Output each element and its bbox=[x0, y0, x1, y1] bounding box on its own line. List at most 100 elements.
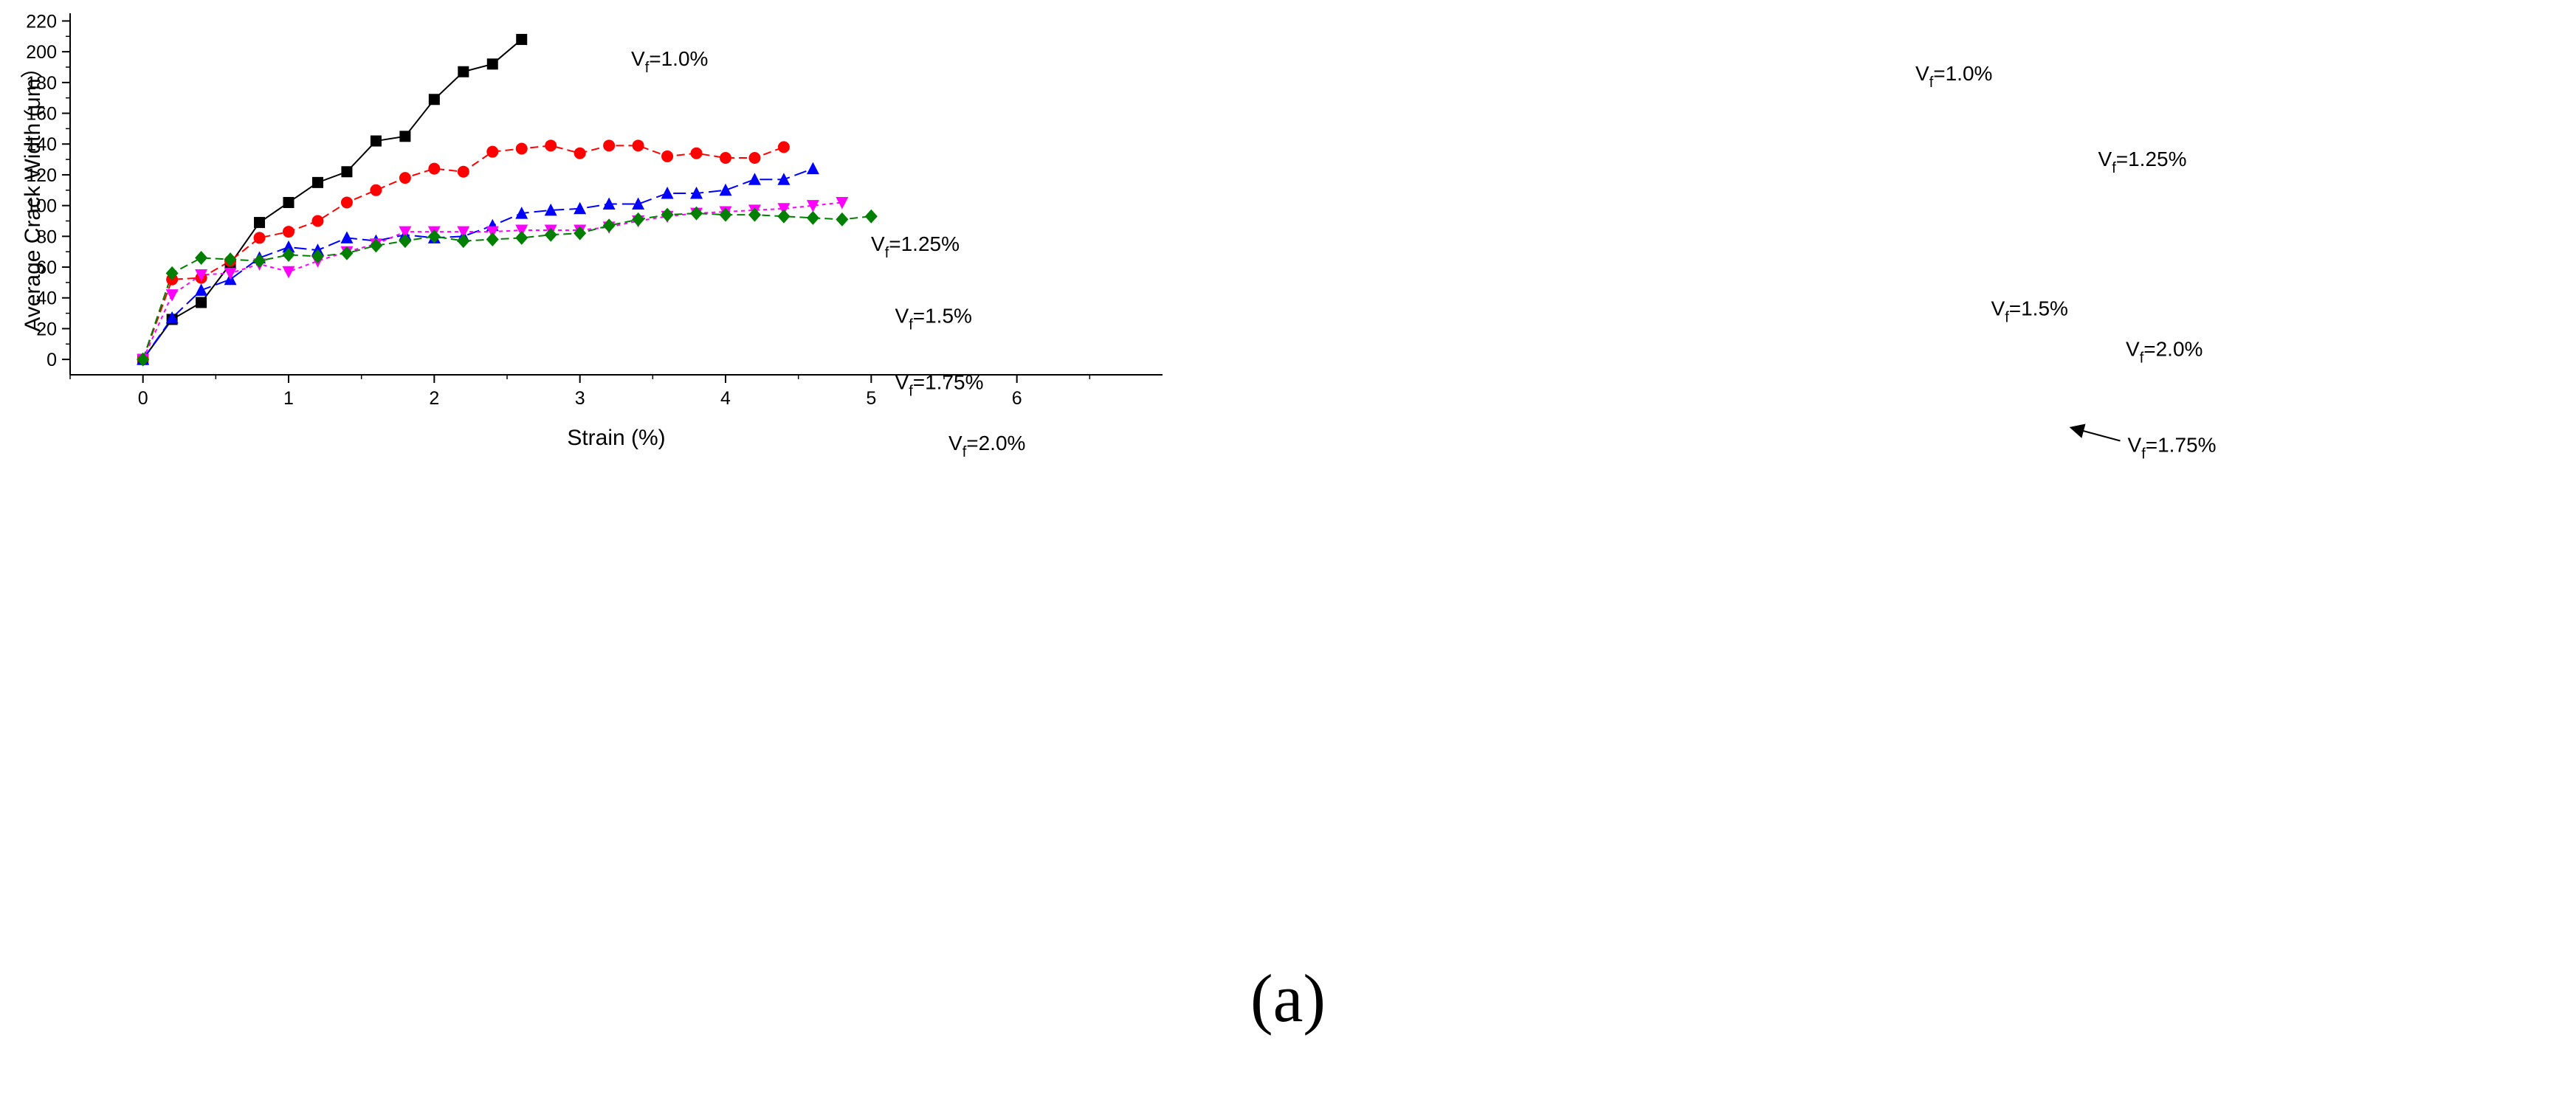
series-label-vf-1-25: Vf=1.25% bbox=[2098, 148, 2187, 176]
data-point-vf-1-25 bbox=[253, 232, 266, 244]
data-point-vf-1-5 bbox=[777, 173, 791, 185]
data-point-vf-1-0 bbox=[370, 135, 382, 147]
y-tick-label: 220 bbox=[26, 11, 57, 32]
data-point-vf-1-25 bbox=[777, 141, 790, 153]
series-label-vf-2-0: Vf=2.0% bbox=[948, 432, 1025, 460]
x-tick-label: 2 bbox=[429, 388, 439, 409]
data-point-vf-2-0 bbox=[806, 210, 819, 225]
series-line-vf-1-0 bbox=[142, 38, 523, 360]
data-point-vf-1-0 bbox=[196, 297, 207, 308]
data-point-vf-1-0 bbox=[341, 166, 353, 178]
data-point-vf-1-0 bbox=[486, 58, 498, 70]
data-point-vf-1-25 bbox=[340, 196, 353, 209]
data-point-vf-1-25 bbox=[399, 172, 411, 184]
data-point-vf-1-75 bbox=[457, 226, 470, 239]
data-point-vf-1-25 bbox=[283, 226, 295, 238]
y-tick-label: 200 bbox=[26, 42, 57, 63]
data-point-vf-1-0 bbox=[516, 33, 528, 45]
data-point-vf-2-0 bbox=[690, 206, 703, 221]
data-point-vf-2-0 bbox=[282, 247, 295, 262]
data-point-vf-1-25 bbox=[370, 184, 382, 196]
y-tick-label: 20 bbox=[36, 319, 57, 339]
data-point-vf-1-5 bbox=[602, 197, 616, 210]
data-point-vf-2-0 bbox=[748, 207, 761, 222]
data-point-vf-1-25 bbox=[486, 145, 499, 158]
x-tick-label: 3 bbox=[575, 388, 585, 409]
data-point-vf-1-75 bbox=[486, 226, 499, 239]
data-point-vf-1-75 bbox=[836, 196, 849, 210]
data-point-vf-1-75 bbox=[224, 267, 237, 280]
figure-caption: (a) bbox=[1250, 961, 1326, 1036]
data-point-vf-1-75 bbox=[515, 224, 528, 237]
data-point-vf-1-0 bbox=[428, 94, 440, 106]
x-axis-title: Strain (%) bbox=[567, 426, 665, 450]
data-point-vf-1-25 bbox=[428, 162, 441, 175]
data-point-vf-1-25 bbox=[603, 139, 616, 152]
data-point-vf-1-5 bbox=[719, 183, 732, 196]
data-point-vf-1-0 bbox=[458, 66, 469, 77]
data-point-vf-2-0 bbox=[340, 246, 354, 260]
data-point-vf-2-0 bbox=[661, 207, 674, 222]
data-point-vf-2-0 bbox=[777, 209, 791, 224]
data-point-vf-2-0 bbox=[311, 249, 324, 263]
data-point-vf-1-5 bbox=[340, 231, 354, 243]
data-point-vf-1-0 bbox=[254, 217, 266, 229]
series-label-vf-2-0: Vf=2.0% bbox=[2126, 338, 2203, 367]
maximum-crack-width-chart: 040801201602002402803203604000123456Stra… bbox=[1915, 62, 2217, 463]
y-tick-label: 180 bbox=[26, 73, 57, 94]
data-point-vf-1-75 bbox=[777, 203, 791, 215]
data-point-vf-1-75 bbox=[399, 226, 412, 239]
data-point-vf-1-25 bbox=[311, 215, 324, 227]
data-point-vf-2-0 bbox=[399, 234, 412, 249]
x-tick-label: 1 bbox=[283, 388, 294, 409]
x-tick-label: 5 bbox=[866, 388, 876, 409]
data-point-vf-1-75 bbox=[195, 269, 208, 282]
data-point-vf-1-5 bbox=[661, 186, 674, 199]
y-tick-label: 60 bbox=[36, 257, 57, 278]
data-point-vf-1-25 bbox=[748, 152, 761, 164]
series-label-vf-1-25: Vf=1.25% bbox=[871, 232, 960, 261]
y-tick-label: 80 bbox=[36, 227, 57, 247]
data-point-vf-2-0 bbox=[486, 232, 499, 247]
data-point-vf-2-0 bbox=[195, 251, 208, 266]
data-point-vf-1-25 bbox=[661, 150, 674, 162]
data-point-vf-2-0 bbox=[602, 218, 616, 233]
data-point-vf-1-5 bbox=[806, 162, 819, 175]
data-point-vf-2-0 bbox=[574, 226, 587, 241]
y-axis-title: Average Crack Width (μm） bbox=[21, 56, 45, 332]
data-point-vf-1-75 bbox=[806, 200, 819, 212]
data-point-vf-2-0 bbox=[544, 227, 557, 242]
x-tick-label: 0 bbox=[138, 388, 148, 409]
data-point-vf-1-0 bbox=[283, 196, 295, 208]
data-point-vf-1-5 bbox=[515, 207, 528, 219]
data-point-vf-2-0 bbox=[224, 252, 237, 267]
x-tick-label: 4 bbox=[720, 388, 731, 409]
data-point-vf-2-0 bbox=[165, 266, 179, 280]
series-label-vf-1-5: Vf=1.5% bbox=[895, 305, 972, 333]
data-point-vf-2-0 bbox=[137, 352, 150, 367]
series-line-vf-2-0 bbox=[142, 212, 872, 360]
x-tick-label: 6 bbox=[1012, 388, 1022, 409]
data-point-vf-1-5 bbox=[195, 283, 208, 296]
series-label-vf-1-75: Vf=1.75% bbox=[895, 371, 984, 400]
series-label-vf-1-0: Vf=1.0% bbox=[1915, 62, 1992, 91]
y-tick-label: 0 bbox=[47, 350, 57, 370]
data-point-vf-2-0 bbox=[632, 212, 645, 227]
series-label-vf-1-5: Vf=1.5% bbox=[1991, 297, 2068, 326]
data-point-vf-1-5 bbox=[632, 197, 645, 210]
y-tick-label: 120 bbox=[26, 165, 57, 186]
data-point-vf-1-25 bbox=[632, 139, 644, 152]
data-point-vf-2-0 bbox=[427, 229, 441, 243]
data-point-vf-1-25 bbox=[457, 165, 469, 178]
data-point-vf-1-5 bbox=[748, 173, 761, 185]
data-point-vf-1-5 bbox=[544, 203, 557, 216]
y-tick-label: 140 bbox=[26, 134, 57, 155]
label-arrow bbox=[2069, 423, 2121, 442]
data-point-vf-2-0 bbox=[515, 230, 528, 245]
average-crack-width-chart: 0 20 40 60 80 100 120 140 160 180 200 220 0 1 2 3 4 5 6 Str… bbox=[21, 11, 1163, 460]
data-point-vf-2-0 bbox=[253, 254, 266, 269]
data-point-vf-1-5 bbox=[690, 186, 703, 199]
data-point-vf-2-0 bbox=[369, 238, 382, 253]
y-tick-label: 160 bbox=[26, 104, 57, 125]
series-label-vf-1-75: Vf=1.75% bbox=[2128, 434, 2217, 463]
